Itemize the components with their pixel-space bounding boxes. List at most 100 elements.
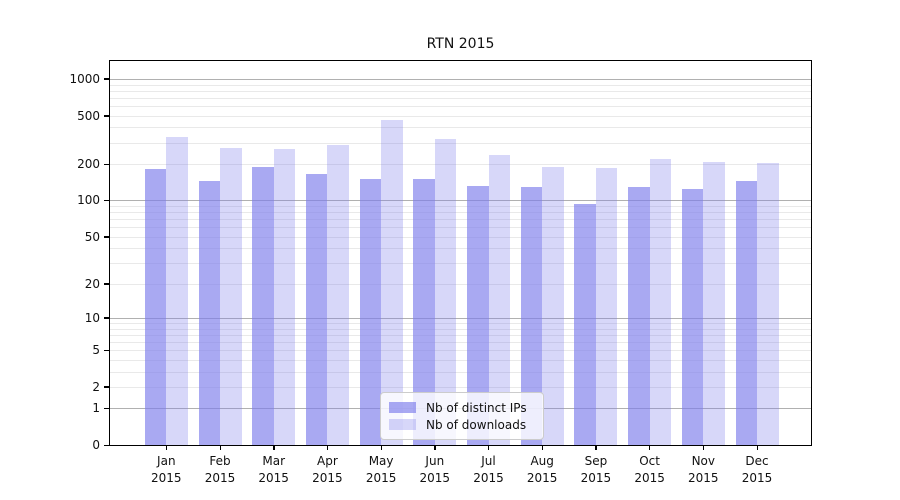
y-tick-label: 1: [92, 401, 100, 416]
y-tick: [104, 407, 109, 410]
x-tick-month: Apr: [317, 454, 338, 468]
y-tick: [104, 317, 109, 319]
y-tick: [104, 236, 109, 238]
x-tick-month: Jul: [481, 454, 496, 468]
bar: [649, 159, 672, 445]
x-tick-label: Jan 2015: [135, 453, 197, 487]
y-gridline-minor: [110, 84, 811, 86]
bar: [703, 161, 725, 445]
x-tick: [488, 445, 490, 450]
bar: [735, 181, 757, 445]
x-tick-year: 2015: [634, 471, 665, 485]
y-tick: [104, 386, 109, 388]
x-tick-year: 2015: [526, 471, 558, 485]
y-gridline-minor: [110, 341, 811, 343]
x-tick: [702, 445, 705, 450]
x-tick-month: Jan: [157, 454, 176, 468]
x-tick-label: Feb 2015: [189, 453, 251, 487]
y-tick: [104, 199, 109, 202]
x-tick-month: May: [368, 454, 394, 468]
y-gridline-minor: [110, 371, 811, 373]
bar: [166, 137, 188, 445]
x-tick-year: 2015: [688, 471, 719, 485]
bar: [273, 149, 296, 445]
x-tick: [219, 445, 221, 450]
chart-title: RTN 2015: [426, 36, 495, 52]
legend-label: Nb of distinct IPs: [426, 400, 527, 415]
y-gridline-minor: [110, 212, 811, 214]
bar: [520, 187, 543, 445]
x-tick-month: Aug: [530, 454, 554, 468]
x-tick-label: Apr 2015: [296, 453, 358, 487]
y-tick-label: 1000: [69, 71, 100, 86]
x-tick-year: 2015: [419, 471, 451, 485]
x-tick-month: Jun: [425, 454, 445, 468]
x-tick-label: Dec 2015: [726, 453, 788, 487]
bar: [628, 187, 650, 445]
x-tick-label: Mar 2015: [243, 453, 305, 487]
x-tick-label: Jul 2015: [458, 453, 520, 487]
x-tick: [541, 445, 544, 450]
bar: [467, 185, 489, 445]
x-tick: [165, 445, 168, 450]
y-gridline-minor: [110, 205, 811, 207]
x-tick-month: Feb: [209, 454, 231, 468]
y-tick-label: 20: [84, 276, 100, 291]
bar: [327, 145, 349, 445]
y-gridline-minor: [110, 323, 811, 324]
bar: [144, 169, 167, 445]
bar: [198, 180, 220, 445]
x-tick-month: Dec: [745, 454, 769, 468]
bar: [359, 179, 382, 445]
bar: [542, 167, 564, 445]
x-tick-year: 2015: [741, 471, 773, 485]
legend: Nb of distinct IPs Nb of downloads: [380, 392, 544, 440]
bar: [574, 203, 596, 445]
x-tick: [326, 445, 329, 450]
y-tick-label: 10: [84, 310, 100, 325]
y-gridline-minor: [110, 127, 811, 129]
bar: [595, 168, 618, 445]
y-gridline-minor: [110, 248, 811, 250]
bar: [434, 138, 457, 445]
y-gridline-minor: [110, 328, 811, 330]
x-tick-month: Sep: [584, 454, 608, 468]
y-gridline-minor: [110, 334, 811, 336]
legend-swatch: [389, 402, 416, 413]
y-tick-label: 100: [77, 193, 100, 208]
y-gridline-minor: [110, 283, 811, 285]
bar: [220, 147, 242, 445]
y-tick: [104, 115, 109, 117]
y-tick: [104, 78, 109, 80]
x-tick-label: Aug 2015: [511, 453, 573, 487]
bar: [488, 154, 510, 445]
bar: [681, 188, 704, 445]
legend-swatch: [389, 419, 416, 430]
y-gridline-minor: [110, 227, 811, 229]
x-tick-month: Mar: [262, 454, 285, 468]
y-gridline-minor: [110, 236, 811, 238]
y-tick-label: 50: [84, 229, 100, 244]
y-gridline-minor: [110, 97, 811, 99]
y-tick-label: 5: [92, 343, 100, 358]
y-tick-label: 0: [92, 438, 100, 452]
y-tick-label: 200: [77, 157, 100, 171]
y-gridline-major: [110, 200, 811, 202]
x-tick-year: 2015: [204, 471, 236, 485]
x-tick: [434, 445, 436, 450]
x-tick: [595, 445, 597, 450]
plot-area: 1000 500 200 100 50 20 10 5 2 1 0 Jan 2015 Feb 2015 Mar…: [69, 60, 812, 485]
x-tick-year: 2015: [258, 471, 289, 485]
x-tick-year: 2015: [151, 471, 182, 485]
y-gridline-minor: [110, 164, 811, 165]
y-gridline-minor: [110, 359, 811, 361]
bar: [381, 119, 403, 445]
legend-label: Nb of downloads: [426, 417, 527, 432]
bar: [305, 174, 328, 445]
x-tick-label: Oct 2015: [619, 453, 681, 487]
y-gridline-major: [110, 78, 811, 80]
legend-item: Nb of downloads: [389, 416, 535, 433]
x-tick-month: Oct: [639, 454, 660, 468]
y-gridline-minor: [110, 142, 811, 144]
